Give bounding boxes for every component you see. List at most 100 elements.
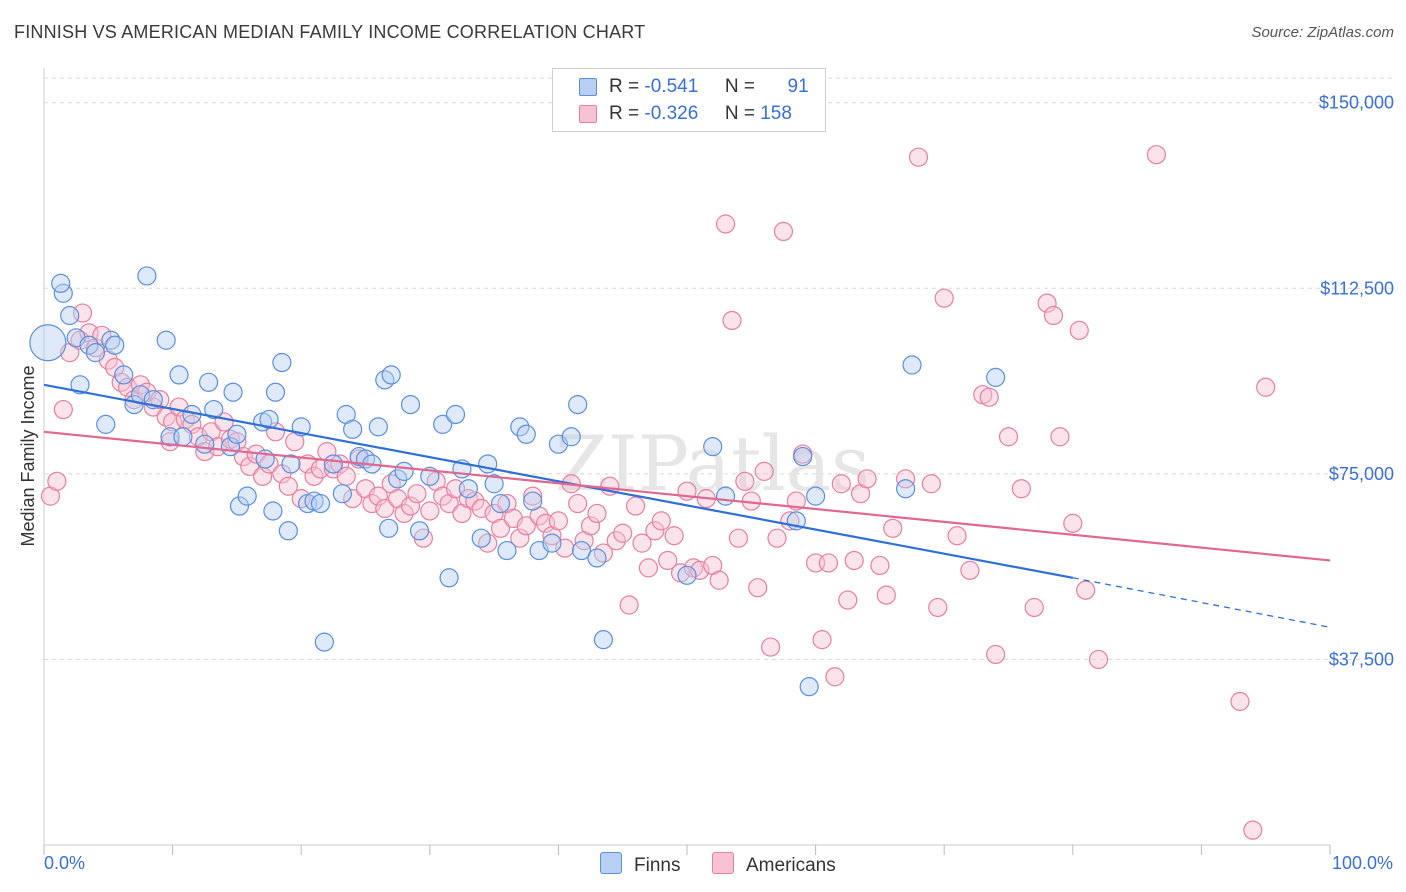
americans-point-97: [658, 550, 678, 571]
americans-point-58: [407, 484, 427, 504]
americans-point-67: [465, 491, 485, 511]
americans-point-102: [690, 560, 710, 580]
finns-legend-label: Finns: [634, 855, 681, 876]
x-tick-label-0: 0.0%: [44, 853, 85, 873]
finns-point-16: [156, 330, 176, 350]
y-tick-label-2: $112,500: [1320, 278, 1394, 298]
americans-point-140: [986, 644, 1006, 665]
chart-title: FINNISH VS AMERICAN MEDIAN FAMILY INCOME…: [14, 22, 646, 42]
americans-points: [40, 145, 1276, 840]
americans-point-38: [278, 476, 298, 496]
finns-point-23: [204, 399, 224, 420]
americans-point-129: [876, 585, 896, 605]
finns-point-69: [516, 424, 536, 444]
americans-point-87: [593, 543, 614, 563]
americans-point-2: [53, 399, 73, 420]
americans-point-56: [394, 503, 414, 524]
finns-point-70: [523, 491, 543, 511]
americans-point-48: [343, 489, 363, 509]
watermark: ZIPatlas: [555, 419, 870, 508]
finns-point-76: [571, 540, 592, 561]
americans-point-98: [664, 526, 684, 546]
finns-point-10: [105, 335, 125, 355]
americans-point-127: [857, 469, 877, 489]
finns-point-77: [587, 548, 607, 568]
finns-point-83: [793, 446, 813, 467]
finns-point-32: [263, 501, 283, 521]
finns-point-49: [368, 417, 388, 437]
americans-point-14: [130, 375, 151, 395]
americans-point-143: [1024, 597, 1044, 618]
americans-point-60: [420, 501, 440, 521]
americans-point-74: [510, 528, 530, 548]
finns-n-value: 91: [787, 76, 809, 97]
americans-point-68: [471, 498, 491, 519]
finns-legend-swatch: [600, 852, 622, 874]
finns-point-28: [237, 486, 257, 506]
americans-point-123: [831, 474, 851, 494]
americans-n-value: 158: [760, 103, 792, 124]
finns-point-11: [114, 365, 134, 385]
finns-point-78: [593, 630, 614, 650]
americans-point-128: [870, 555, 890, 576]
finns-point-22: [199, 372, 219, 392]
finns-point-2: [51, 273, 71, 293]
finns-point-8: [96, 414, 116, 434]
americans-point-71: [490, 518, 511, 538]
x-tick-labels: 0.0% 100.0%: [44, 853, 1393, 873]
legend-row-americans: R = -0.326 N = 158: [553, 101, 823, 127]
americans-point-32: [240, 456, 260, 477]
americans-point-8: [92, 325, 112, 345]
americans-point-96: [651, 511, 671, 531]
americans-point-149: [1076, 580, 1096, 600]
finns-point-65: [484, 474, 504, 494]
finns-point-26: [227, 424, 247, 444]
americans-point-95: [645, 521, 665, 541]
finns-point-72: [542, 533, 562, 553]
finns-point-30: [259, 409, 279, 430]
americans-point-106: [715, 214, 736, 234]
americans-swatch: [579, 105, 597, 123]
americans-point-148: [1069, 320, 1089, 340]
americans-point-85: [580, 516, 601, 536]
finns-point-63: [471, 528, 491, 548]
americans-point-105: [709, 570, 729, 590]
finns-point-54: [394, 461, 414, 481]
americans-point-11: [111, 372, 131, 392]
y-axis-label: Median Family Income: [18, 365, 38, 546]
americans-point-136: [947, 526, 967, 546]
finns-trend-extension: [1072, 577, 1331, 628]
americans-point-154: [1243, 820, 1263, 840]
americans-legend-swatch: [712, 852, 734, 874]
finns-point-36: [278, 521, 298, 541]
finns-point-40: [310, 493, 331, 514]
finns-point-80: [703, 437, 723, 457]
finns-point-66: [490, 493, 511, 514]
finns-point-81: [715, 486, 736, 506]
trend-lines: [43, 383, 1331, 628]
finns-point-42: [323, 454, 343, 474]
americans-point-76: [523, 486, 543, 506]
finns-points: [29, 266, 1006, 697]
americans-point-81: [555, 538, 575, 558]
americans-point-114: [767, 528, 787, 548]
finns-point-34: [272, 352, 292, 373]
americans-point-53: [375, 498, 395, 519]
finns-point-13: [137, 266, 157, 286]
americans-point-124: [838, 590, 858, 610]
americans-point-137: [960, 560, 980, 580]
finns-point-85: [805, 486, 826, 506]
finns-point-43: [332, 484, 352, 504]
bottom-legend-americans: Americans: [712, 852, 836, 877]
bottom-legend-finns: Finns: [600, 852, 680, 877]
finns-point-86: [896, 479, 916, 499]
finns-point-21: [195, 434, 215, 454]
americans-legend-label: Americans: [746, 855, 836, 876]
americans-point-146: [1050, 427, 1070, 447]
americans-point-130: [883, 518, 903, 538]
americans-point-141: [998, 427, 1019, 447]
americans-point-150: [1088, 649, 1109, 670]
source-label: Source: ZipAtlas.com: [1251, 24, 1394, 41]
finns-point-25: [223, 382, 243, 402]
americans-point-134: [928, 597, 948, 618]
